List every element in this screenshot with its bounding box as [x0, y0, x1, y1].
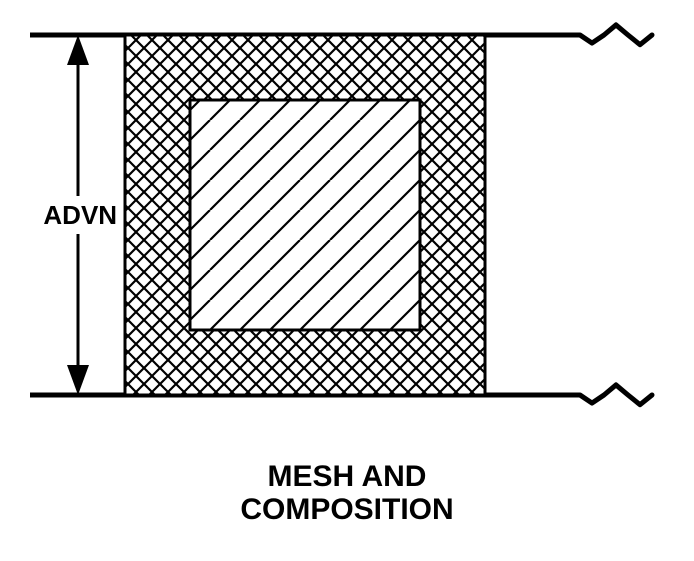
diagram-stage: ADVN MESH AND COMPOSITION	[0, 0, 694, 561]
caption-line-2: COMPOSITION	[0, 493, 694, 526]
dimension-label: ADVN	[43, 200, 117, 230]
caption-line-1: MESH AND	[0, 460, 694, 493]
caption: MESH AND COMPOSITION	[0, 460, 694, 526]
